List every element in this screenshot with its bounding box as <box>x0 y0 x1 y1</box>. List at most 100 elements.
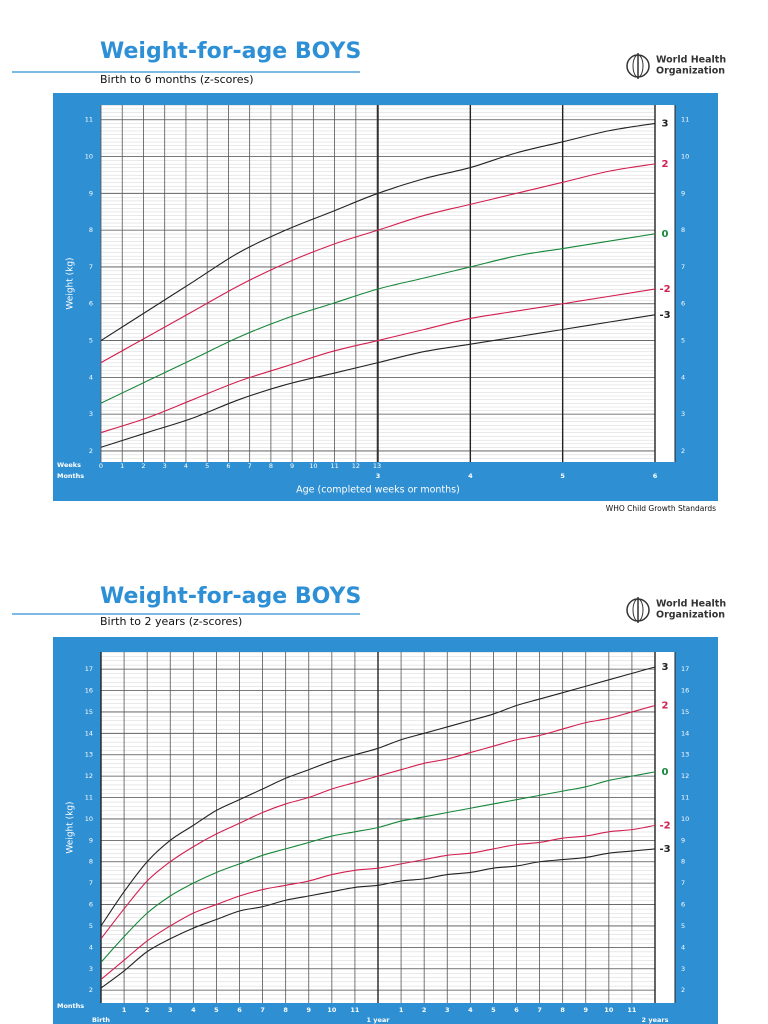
week-tick-label: 2 <box>141 462 145 470</box>
z-score-curve <box>100 704 656 940</box>
x-row-label: Months <box>57 472 84 480</box>
x-tick-label: 6 <box>653 472 658 480</box>
y-tick-label: 2 <box>681 447 685 455</box>
x-row-label: Weeks <box>57 461 81 469</box>
legend-label: 0 <box>662 229 669 240</box>
y-tick-label: 16 <box>681 687 689 695</box>
y-tick-label: 7 <box>681 879 685 887</box>
x-tick-label: 1 <box>122 1006 127 1014</box>
y-tick-label: 2 <box>89 986 93 994</box>
week-tick-label: 12 <box>352 462 360 470</box>
x-tick-label: 10 <box>327 1006 337 1014</box>
legend-label: -2 <box>659 820 670 831</box>
curve-label-bg <box>657 819 673 832</box>
z-score-curve <box>100 163 656 364</box>
x-tick-label: 4 <box>468 472 473 480</box>
x-tick-label: 8 <box>283 1006 288 1014</box>
week-tick-label: 6 <box>226 462 230 470</box>
curve-label-bg <box>657 283 673 296</box>
y-tick-label: 10 <box>681 153 689 161</box>
y-tick-label: 6 <box>89 300 93 308</box>
x-axis-label: Age (completed weeks or months) <box>296 485 460 496</box>
y-tick-label: 13 <box>681 751 689 759</box>
x-tick-label: 4 <box>191 1006 196 1014</box>
z-score-curve <box>100 314 656 448</box>
y-tick-label: 10 <box>85 153 93 161</box>
x-tick-label: 4 <box>468 1006 473 1014</box>
y-tick-label: 17 <box>85 665 93 673</box>
y-tick-label: 11 <box>85 794 93 802</box>
y-tick-label: 7 <box>89 263 93 271</box>
y-tick-label: 3 <box>681 965 685 973</box>
y-tick-label: 2 <box>89 447 93 455</box>
y-tick-label: 5 <box>89 337 93 345</box>
x-row-label: Months <box>57 1002 84 1010</box>
organization: World Health <box>656 55 726 66</box>
y-tick-label: 4 <box>89 373 93 381</box>
legend-label: 2 <box>662 159 669 170</box>
y-tick-label: 11 <box>681 794 689 802</box>
subtitle: Birth to 2 years (z-scores) <box>100 615 242 628</box>
legend-label: 3 <box>662 118 669 129</box>
organization: World Health <box>656 599 726 610</box>
x-tick-label: 7 <box>537 1006 542 1014</box>
curve-label-bg <box>657 765 673 778</box>
x-tick-label: 5 <box>214 1006 219 1014</box>
curve-label-bg <box>657 227 673 240</box>
y-tick-label: 4 <box>681 943 685 951</box>
y-axis-label: Weight (kg) <box>66 257 76 309</box>
legend-label: -3 <box>659 310 670 321</box>
y-tick-label: 14 <box>85 729 93 737</box>
organization: Organization <box>656 610 725 621</box>
x-tick-label: 3 <box>445 1006 450 1014</box>
z-score-curve <box>100 848 656 989</box>
curve-label-bg <box>657 699 673 712</box>
curve-label-bg <box>657 660 673 673</box>
y-tick-label: 8 <box>89 226 93 234</box>
week-tick-label: 5 <box>205 462 209 470</box>
x-tick-label: 5 <box>560 472 565 480</box>
week-tick-label: 7 <box>248 462 252 470</box>
x-tick-label: 1 <box>399 1006 404 1014</box>
week-tick-label: 11 <box>330 462 338 470</box>
y-tick-label: 13 <box>85 751 93 759</box>
legend-label: 0 <box>662 767 669 778</box>
week-tick-label: 13 <box>373 462 381 470</box>
y-tick-label: 5 <box>89 922 93 930</box>
week-tick-label: 1 <box>120 462 124 470</box>
week-tick-label: 3 <box>163 462 167 470</box>
curve-label-bg <box>657 117 673 130</box>
x-tick-label: 11 <box>350 1006 360 1014</box>
x-tick-label: 11 <box>627 1006 637 1014</box>
y-tick-label: 16 <box>85 687 93 695</box>
curve-label-bg <box>657 842 673 855</box>
week-tick-label: 0 <box>99 462 103 470</box>
y-tick-label: 3 <box>681 410 685 418</box>
chart-title: Weight-for-age BOYS <box>100 39 361 64</box>
curve-label-bg <box>657 157 673 170</box>
curve-label-bg <box>657 308 673 321</box>
week-tick-label: 10 <box>309 462 317 470</box>
z-score-curve <box>100 771 656 963</box>
z-score-curve <box>100 666 656 927</box>
y-tick-label: 9 <box>681 836 685 844</box>
y-tick-label: 7 <box>681 263 685 271</box>
x-tick-label: 8 <box>560 1006 565 1014</box>
y-tick-label: 15 <box>85 708 93 716</box>
week-tick-label: 9 <box>290 462 294 470</box>
y-tick-label: 9 <box>89 189 93 197</box>
x-tick-label: 5 <box>491 1006 496 1014</box>
x-tick-label: 7 <box>260 1006 265 1014</box>
y-tick-label: 12 <box>85 772 93 780</box>
y-axis-label: Weight (kg) <box>66 801 76 853</box>
z-score-curve <box>100 122 656 342</box>
z-score-curve <box>100 233 656 404</box>
x-tick-label: Birth <box>92 1016 110 1024</box>
legend-label: 2 <box>662 701 669 712</box>
x-tick-label: 2 <box>145 1006 150 1014</box>
y-tick-label: 11 <box>85 116 93 124</box>
footer: WHO Child Growth Standards <box>606 504 716 513</box>
y-tick-label: 4 <box>89 943 93 951</box>
y-tick-label: 11 <box>681 116 689 124</box>
